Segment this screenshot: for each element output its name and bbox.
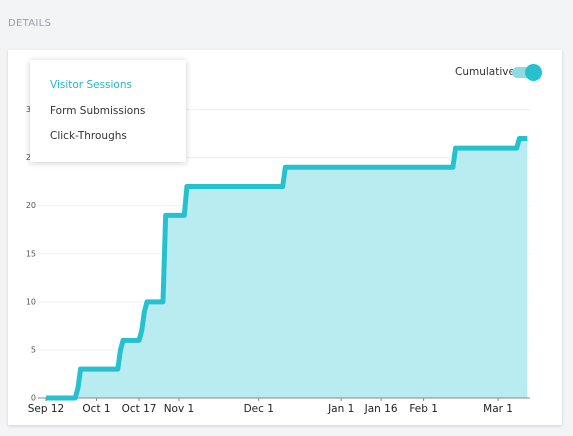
- x-tick-label: Feb 1: [409, 403, 438, 415]
- menu-item[interactable]: Visitor Sessions: [50, 79, 132, 91]
- toggle-label: Cumulative: [455, 66, 515, 78]
- area: [45, 138, 528, 399]
- menu-item[interactable]: Click-Throughs: [50, 130, 127, 142]
- x-tick-label: Mar 1: [483, 403, 513, 415]
- section-title: DETAILS: [8, 18, 52, 29]
- x-tick-label: Sep 12: [28, 403, 65, 415]
- menu-item[interactable]: Form Submissions: [50, 104, 146, 117]
- line: [45, 135, 528, 401]
- x-tick-label: Dec 1: [244, 403, 274, 415]
- x-tick-label: Jan 16: [364, 403, 398, 415]
- series-menu[interactable]: Visitor Sessions Form Submissions Click-Th…: [30, 60, 186, 162]
- toggle-knob[interactable]: [525, 64, 542, 81]
- x-tick-label: Oct 1: [82, 403, 110, 415]
- y-tick-label: 0: [31, 394, 36, 403]
- y-tick-label: 15: [26, 249, 36, 258]
- x-tick-label: Oct 17: [122, 403, 157, 415]
- y-tick-label: 5: [31, 345, 36, 354]
- x-tick-label: Nov 1: [164, 403, 195, 415]
- y-tick-label: 10: [26, 297, 36, 306]
- y-tick-label: 20: [26, 201, 36, 210]
- x-tick-label: Jan 1: [327, 403, 354, 415]
